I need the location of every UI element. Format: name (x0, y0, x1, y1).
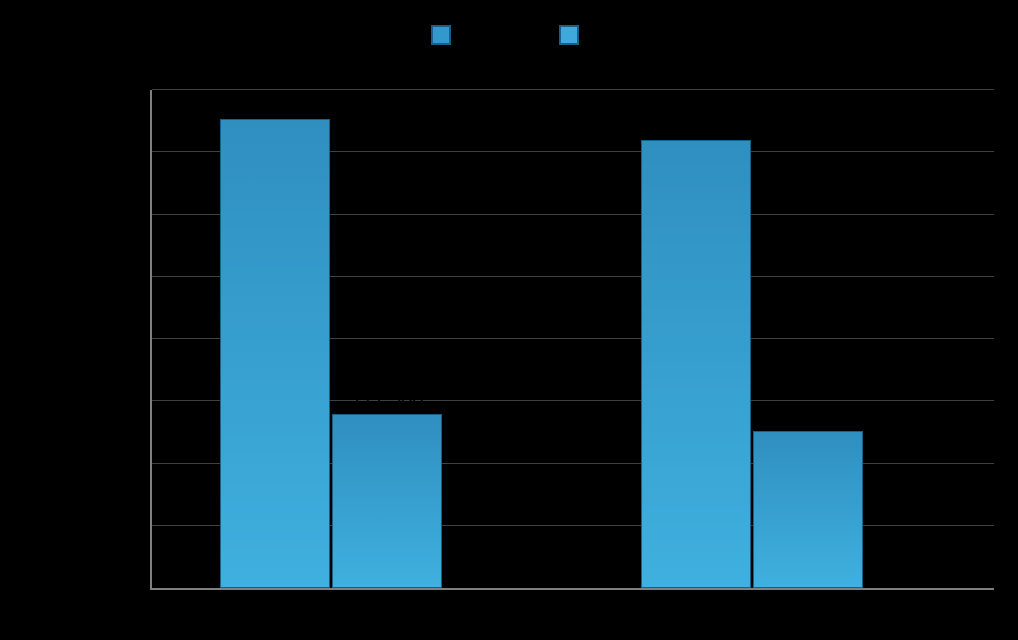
legend-item-0 (431, 25, 459, 45)
legend (0, 25, 1018, 45)
bar-group-1: 117 00 (640, 140, 864, 588)
bar-chart: 177 500 117 00 (0, 0, 1018, 640)
bar-group-0: 177 500 (219, 119, 443, 588)
bar-0-1: 177 500 (332, 414, 442, 588)
gridline-8 (152, 89, 994, 90)
legend-swatch-0 (431, 25, 451, 45)
plot-area: 177 500 117 00 (150, 90, 994, 590)
bar-1-1: 117 00 (753, 431, 863, 588)
bar-0-0 (220, 119, 330, 588)
bar-label-1-1: 117 00 (779, 406, 839, 429)
legend-swatch-1 (559, 25, 579, 45)
legend-item-1 (559, 25, 587, 45)
bar-label-0-1: 177 500 (351, 389, 423, 412)
bar-1-0 (641, 140, 751, 588)
